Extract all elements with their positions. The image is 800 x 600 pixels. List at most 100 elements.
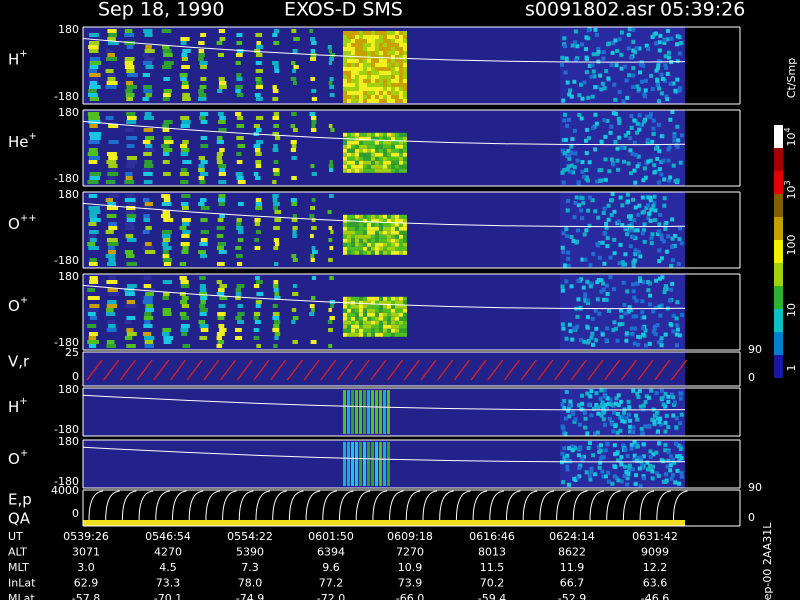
spectro-cell (612, 443, 617, 448)
spectro-cell (375, 136, 379, 141)
spectro-cell (635, 121, 640, 126)
spectro-cell (615, 451, 620, 456)
spectro-cell (124, 57, 135, 61)
spectro-cell (391, 230, 395, 235)
spectro-cell (355, 320, 359, 325)
spectro-cell (387, 242, 391, 247)
spectro-cell (642, 315, 647, 320)
spectro-cell (399, 91, 403, 95)
spectro-cell (657, 304, 662, 309)
spectro-cell (391, 222, 395, 227)
spectro-cell (599, 413, 604, 418)
spectro-cell (218, 250, 227, 254)
spectro-cell (387, 152, 391, 157)
spectro-cell (359, 140, 363, 145)
spectro-cell (144, 49, 155, 53)
spectro-cell (399, 250, 403, 255)
spectro-cell (580, 216, 585, 221)
spectro-cell (617, 261, 622, 266)
spectro-cell (581, 454, 586, 459)
spectro-cell (359, 91, 363, 95)
spectro-cell (375, 71, 379, 75)
spectro-cell (107, 53, 115, 57)
spectro-cell (563, 137, 568, 142)
spectro-cell (656, 99, 661, 104)
spectro-cell (218, 202, 225, 206)
spectro-cell (387, 304, 391, 309)
spectro-cell (675, 124, 680, 129)
spectro-cell (593, 209, 598, 214)
spectro-cell (387, 79, 391, 83)
spectro-cell (347, 95, 351, 99)
spectro-cell (620, 203, 625, 208)
spectro-cell (363, 51, 367, 55)
spectro-cell (652, 200, 657, 205)
spectro-cell (311, 218, 316, 222)
species: H (8, 50, 19, 68)
spectro-cell (347, 246, 351, 251)
spectro-cell (383, 168, 387, 173)
spectro-cell (347, 87, 351, 91)
spectro-cell (593, 27, 598, 32)
spectro-cell (379, 226, 383, 231)
spectro-cell (126, 144, 135, 148)
spectro-cell (124, 320, 132, 324)
spectro-cell (309, 29, 314, 33)
spectro-cell (612, 82, 617, 87)
spectro-cell (653, 31, 658, 36)
spectro-cell (89, 316, 98, 320)
spectro-cell (632, 258, 637, 263)
spectro-cell (88, 140, 100, 144)
spectro-cell (217, 218, 224, 222)
spectro-cell (575, 476, 580, 481)
spectro-cell (163, 218, 174, 222)
spectro-cell (272, 328, 280, 332)
spectro-cell (602, 388, 607, 393)
spectro-cell (395, 71, 399, 75)
spectro-cell (403, 320, 407, 325)
spectro-cell (611, 41, 616, 46)
row-name: MLat (8, 592, 35, 600)
spectro-cell (652, 170, 657, 175)
spectro-cell (566, 198, 571, 203)
spectro-cell (670, 217, 675, 222)
spectro-cell (343, 234, 347, 239)
spectro-cell (562, 118, 567, 123)
spectro-cell (560, 55, 565, 60)
spectro-cell (619, 455, 624, 460)
spectro-cell (399, 226, 403, 231)
spectro-cell (635, 130, 640, 135)
spectro-cell (161, 29, 172, 33)
spectro-cell (576, 453, 581, 458)
spectro-cell (391, 328, 395, 333)
spectro-cell (660, 76, 665, 81)
spectro-cell (391, 39, 395, 43)
spectro-cell (199, 324, 209, 328)
spectro-cell (347, 152, 351, 157)
spectro-cell (403, 226, 407, 231)
spectro-cell (179, 226, 187, 230)
spectro-cell (236, 116, 244, 120)
spectro-cell (584, 56, 589, 61)
spectro-cell (379, 144, 383, 149)
spectro-cell (367, 320, 371, 325)
spectro-cell (642, 239, 647, 244)
spectro-cell (89, 132, 102, 136)
spectro-cell (403, 55, 407, 59)
spectro-cell (608, 275, 613, 280)
spectro-cell (329, 246, 334, 250)
spectro-cell (395, 300, 399, 305)
spectro-cell (387, 59, 391, 63)
spectro-cell (645, 140, 650, 145)
spectro-cell (359, 332, 363, 337)
spectro-cell (603, 134, 608, 139)
spectro-cell (309, 112, 316, 116)
spectro-cell (403, 242, 407, 247)
spectro-cell (359, 59, 363, 63)
spectro-cell (180, 168, 188, 172)
spectro-cell (355, 91, 359, 95)
spectro-cell (641, 178, 646, 183)
spectro-cell (126, 73, 138, 77)
spectro-cell (255, 198, 262, 202)
spectro-cell (180, 328, 189, 332)
